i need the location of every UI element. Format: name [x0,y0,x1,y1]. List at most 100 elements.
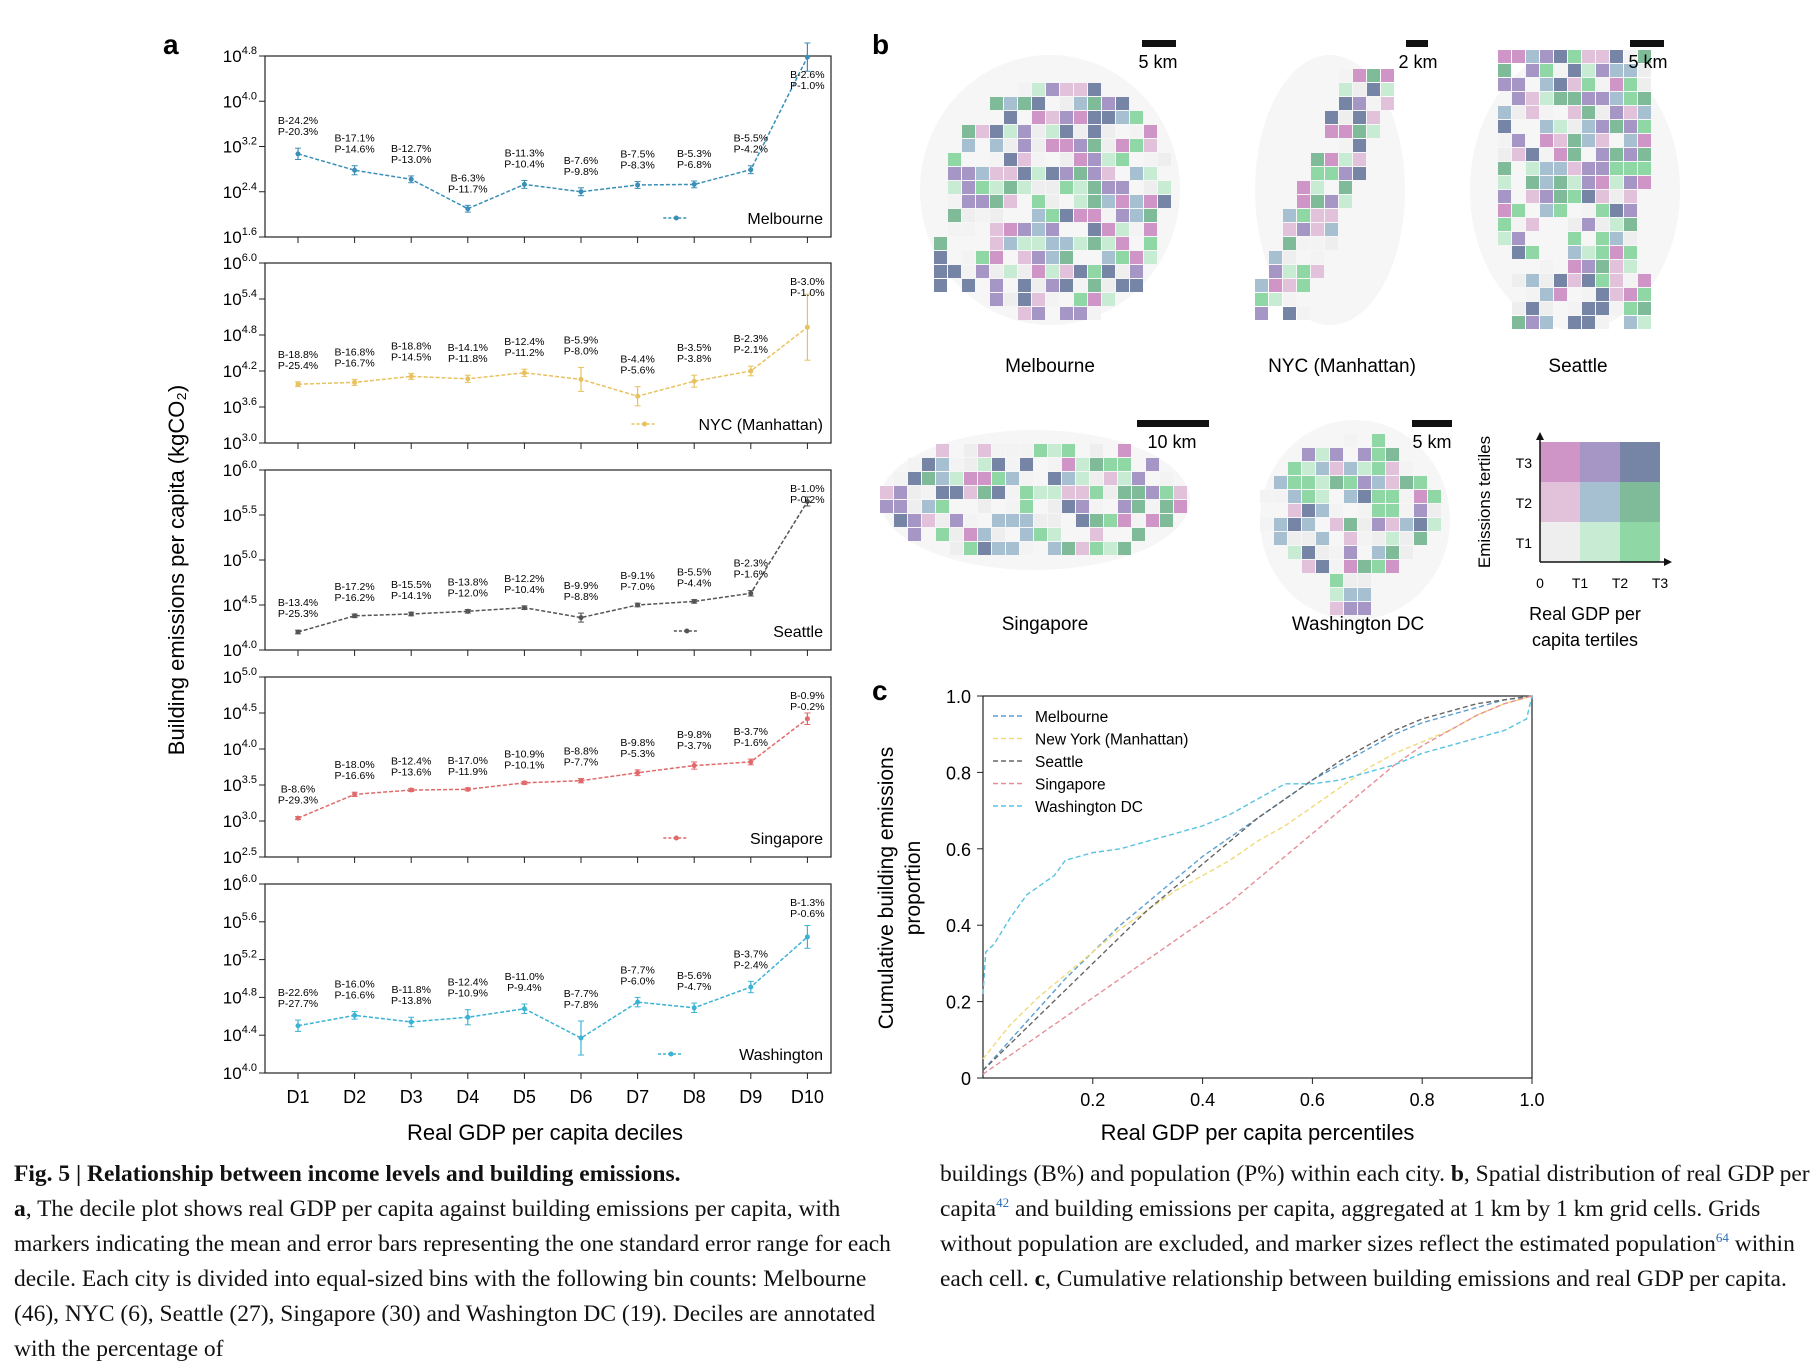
grid-cell [1160,472,1173,485]
grid-cell [1146,458,1159,471]
grid-cell [1060,153,1073,166]
grid-cell [1428,504,1441,517]
grid-cell [1526,162,1539,175]
grid-cell [978,542,991,555]
reference-42[interactable]: 42 [996,1195,1010,1211]
reference-64[interactable]: 64 [1715,1230,1729,1246]
grid-cell [1358,476,1371,489]
data-point [635,393,641,399]
data-point [748,984,754,990]
caption-right-text-3: and building emissions per capita, aggre… [940,1196,1761,1257]
grid-cell [1325,153,1338,166]
y-tick-label: 104.2 [223,360,257,381]
grid-cell [1526,64,1539,77]
grid-cell [1274,532,1287,545]
grid-cell [1060,237,1073,250]
grid-cell [1512,106,1525,119]
grid-cell [936,472,949,485]
grid-cell [1130,279,1143,292]
grid-cell [1060,181,1073,194]
grid-cell [1540,120,1553,133]
series-line [297,718,808,819]
grid-cell [1400,476,1413,489]
y-tick-label: 104.5 [223,594,257,615]
grid-cell [962,251,975,264]
grid-cell [1372,560,1385,573]
grid-cell [1512,92,1525,105]
grid-cell [1004,265,1017,278]
city-map-seattle: 5 km Seattle [1470,40,1680,377]
grid-cell [1032,195,1045,208]
caption-right: buildings (B%) and population (P%) withi… [940,1157,1810,1297]
grid-cell [1526,246,1539,259]
data-point [352,791,358,797]
grid-cell [1088,279,1101,292]
grid-cell [1102,181,1115,194]
grid-cell [934,251,947,264]
grid-cell [1046,195,1059,208]
legend-label: New York (Manhattan) [1035,732,1188,749]
grid-cell [1554,50,1567,63]
grid-cell [1526,190,1539,203]
grid-cell [1046,293,1059,306]
grid-cell [1158,181,1171,194]
series-line [297,501,809,633]
grid-cell [1288,532,1301,545]
grid-cell [1498,176,1511,189]
grid-cell [1400,546,1413,559]
grid-cell [1316,560,1329,573]
grid-cell [1568,302,1581,315]
grid-cell [1076,458,1089,471]
grid-cell [1610,78,1623,91]
grid-cell [1006,542,1019,555]
grid-cell [1610,190,1623,203]
grid-cell [990,125,1003,138]
grid-cell [1624,64,1637,77]
grid-cell [880,500,893,513]
grid-cell [1344,546,1357,559]
grid-cell [1610,204,1623,217]
grid-cell [1582,246,1595,259]
grid-cell [1116,279,1129,292]
y-axis-label-line2: proportion [902,841,925,936]
decile-b-label: B-10.9% [504,748,544,760]
grid-cell [992,472,1005,485]
grid-cell [1512,232,1525,245]
grid-cell [1624,232,1637,245]
x-tick-label-d4: D4 [456,1087,479,1107]
grid-cell [1090,542,1103,555]
grid-cell [1144,195,1157,208]
caption-a-label: a [14,1196,26,1222]
decile-b-label: B-2.6% [790,69,824,81]
y-tick-label: 105.0 [223,549,257,570]
grid-cell [1582,316,1595,329]
x-tick-label-d8: D8 [683,1087,706,1107]
grid-cell [1046,181,1059,194]
grid-cell [1610,50,1623,63]
grid-cell [1032,97,1045,110]
decile-b-label: B-8.6% [281,784,315,796]
decile-b-label: B-16.0% [334,979,374,991]
series-line [297,936,808,1039]
grid-cell [1297,307,1310,320]
grid-cell [1302,518,1315,531]
grid-cell [1160,486,1173,499]
series-line [297,326,808,397]
grid-cell [1283,279,1296,292]
decile-p-label: P-11.9% [448,766,488,778]
grid-cell [978,444,991,457]
data-point [352,167,358,173]
grid-cell [1540,176,1553,189]
panel-a-decile-plots: 101.6 102.4 103.2 104.0 104.8 B-24.2%P-20.3% B… [223,42,832,1107]
grid-cell [962,223,975,236]
decile-b-label: B-18.8% [391,340,431,352]
grid-cell [1074,83,1087,96]
grid-cell [1116,153,1129,166]
grid-cell [1102,223,1115,236]
grid-cell [1104,472,1117,485]
legend-label: Seattle [1035,754,1083,771]
grid-cell [1174,500,1187,513]
caption-right-text-5: , Cumulative relationship between buildi… [1045,1266,1787,1292]
caption-right-text-1: buildings (B%) and population (P%) withi… [940,1161,1451,1187]
grid-cell [1060,167,1073,180]
